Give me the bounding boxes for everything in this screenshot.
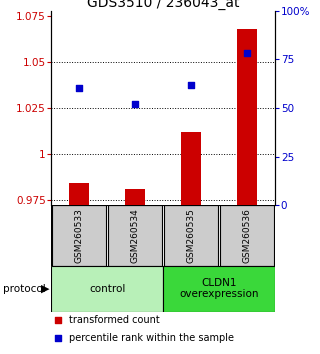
Text: CLDN1
overexpression: CLDN1 overexpression bbox=[180, 278, 259, 299]
Bar bbox=[181, 132, 201, 205]
Bar bbox=[52, 205, 106, 266]
Text: control: control bbox=[89, 284, 125, 293]
Bar bbox=[163, 266, 275, 312]
Text: GSM260534: GSM260534 bbox=[131, 208, 140, 263]
Bar bbox=[108, 205, 162, 266]
Point bbox=[77, 86, 82, 91]
Text: percentile rank within the sample: percentile rank within the sample bbox=[69, 333, 234, 343]
Text: GSM260533: GSM260533 bbox=[75, 208, 84, 263]
Text: transformed count: transformed count bbox=[69, 315, 160, 325]
Text: GSM260535: GSM260535 bbox=[187, 208, 196, 263]
Point bbox=[245, 51, 250, 56]
Bar bbox=[125, 189, 145, 205]
Title: GDS3510 / 236043_at: GDS3510 / 236043_at bbox=[87, 0, 239, 10]
Bar bbox=[220, 205, 274, 266]
Bar bbox=[51, 266, 163, 312]
Bar bbox=[164, 205, 218, 266]
Point bbox=[189, 82, 194, 87]
Point bbox=[133, 101, 138, 107]
Bar bbox=[237, 29, 257, 205]
Point bbox=[55, 335, 60, 341]
Bar bbox=[69, 183, 89, 205]
Text: protocol: protocol bbox=[3, 284, 46, 293]
Point bbox=[55, 318, 60, 323]
Text: GSM260536: GSM260536 bbox=[243, 208, 252, 263]
Text: ▶: ▶ bbox=[41, 284, 49, 293]
